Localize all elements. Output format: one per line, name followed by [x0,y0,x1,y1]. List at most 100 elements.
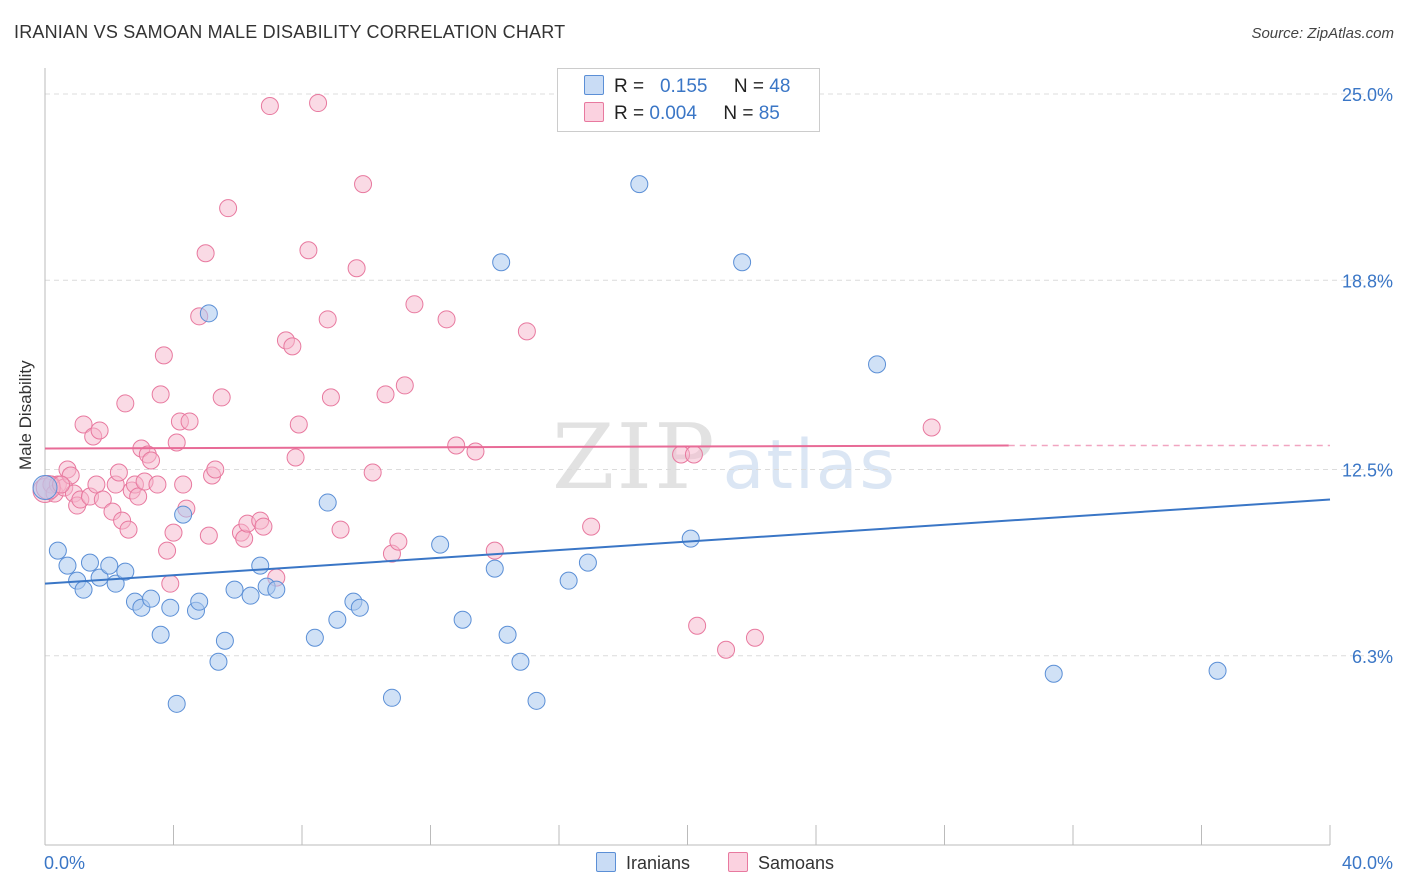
stats-legend: R = 0.155 N = 48 R = 0.004 N = 85 [557,68,820,132]
iranian-point [1044,664,1063,683]
iranian-point [492,253,511,272]
n-label: N = [723,103,754,124]
iranian-point [578,553,597,572]
iranian-point [559,571,578,590]
stats-row-iranians: R = 0.155 N = 48 [584,75,790,98]
iranian-point [90,568,109,587]
iranian-point [167,694,186,713]
iranian-point [80,553,99,572]
y-tick-label: 12.5% [1342,461,1393,481]
iranian-point [161,598,180,617]
stats-row-samoans: R = 0.004 N = 85 [584,102,780,125]
samoan-point [158,541,177,560]
iranian-point [48,541,67,560]
iranian-point [74,580,93,599]
samoan-point [922,418,941,437]
samoan-point [283,337,302,356]
iranian-point [733,253,752,272]
r-value: 0.004 [649,103,697,124]
samoan-point [109,463,128,482]
iranian-point [453,610,472,629]
samoan-point [206,460,225,479]
samoan-point [299,241,318,260]
iranian-point [209,652,228,671]
iranian-point [215,631,234,650]
samoan-point [93,490,112,509]
samoan-point [309,94,328,113]
samoan-point [331,520,350,539]
samoan-point [684,445,703,464]
iranian-point [190,592,209,611]
samoan-point [161,574,180,593]
samoan-point [254,517,273,536]
samoan-point [376,385,395,404]
samoan-point [212,388,231,407]
samoan-point [363,463,382,482]
samoan-point [74,415,93,434]
samoan-point [196,244,215,263]
samoan-point [354,175,373,194]
iranian-point [498,625,517,644]
legend-item-iranians: Iranians [596,852,690,874]
iranians-trend-line [44,498,1331,585]
samoan-point [289,415,308,434]
iranian-point [485,559,504,578]
y-axis-label: Male Disability [16,360,35,470]
iranian-point [1208,661,1227,680]
legend-label: Samoans [758,853,835,873]
y-tick-label: 6.3% [1352,647,1393,667]
legend-label: Iranians [626,853,691,873]
samoans-trend-line [44,444,1009,450]
samoan-point [129,487,148,506]
samoan-point [395,376,414,395]
samoan-point [87,475,106,494]
iranian-point [199,304,218,323]
iranian-point [527,691,546,710]
samoan-point [318,310,337,329]
samoan-point [717,640,736,659]
y-tick-label: 18.8% [1342,271,1393,291]
r-value: 0.155 [659,76,708,97]
iranian-point [868,355,887,374]
samoan-point [164,523,183,542]
iranian-point [305,628,324,647]
samoan-point [116,394,135,413]
watermark: ZIPatlas [552,405,897,510]
samoan-point [174,475,193,494]
iranian-point [151,625,170,644]
iranian-point [350,598,369,617]
samoan-point [517,322,536,341]
iranian-point [116,562,135,581]
iranian-point [225,580,244,599]
samoan-point [437,310,456,329]
n-value: 85 [758,103,780,124]
samoan-point [148,475,167,494]
x-tick-label: 0.0% [44,853,85,873]
samoan-point [485,541,504,560]
iranian-point [511,652,530,671]
samoan-point [286,448,305,467]
iranian-point [318,493,337,512]
iranian-point [431,535,450,554]
iranian-point [630,175,649,194]
iranian-point [100,556,119,575]
iranian-point [32,475,58,501]
iranian-point [267,580,286,599]
samoan-point [321,388,340,407]
samoan-point [154,346,173,365]
source-credit: Source: ZipAtlas.com [1251,25,1394,42]
iranian-point [174,505,193,524]
samoan-point [405,295,424,314]
samoan-point [90,421,109,440]
samoan-point [219,199,238,218]
samoans-swatch [584,102,604,122]
iranian-point [251,556,270,575]
chart-title: IRANIAN VS SAMOAN MALE DISABILITY CORREL… [14,22,566,42]
iranian-point [142,589,161,608]
samoans-legend-swatch [728,852,748,872]
legend-item-samoans: Samoans [728,852,834,874]
samoan-point [389,532,408,551]
y-tick-label: 25.0% [1342,85,1393,105]
samoan-point [180,412,199,431]
